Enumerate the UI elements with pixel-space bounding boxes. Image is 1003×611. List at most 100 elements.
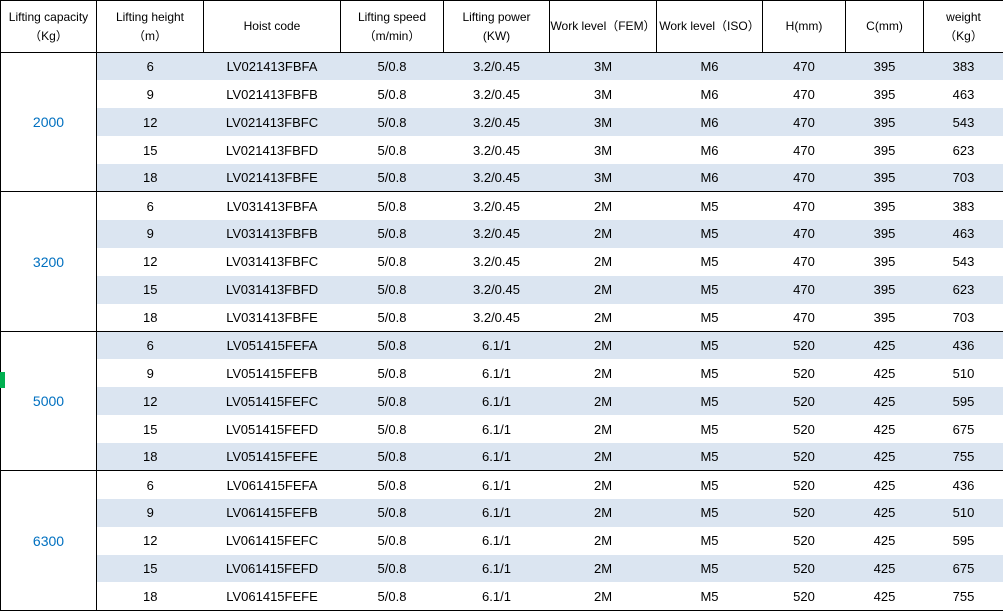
header-cell-line: （Kg）: [29, 28, 68, 43]
table-cell: 383: [923, 191, 1003, 220]
table-cell: 6: [96, 52, 204, 81]
table-cell: 12: [96, 387, 204, 416]
table-cell: 463: [923, 80, 1003, 109]
table-cell: 5/0.8: [340, 80, 444, 109]
table-cell: 520: [762, 415, 846, 443]
table-cell: 543: [923, 247, 1003, 276]
table-cell: 18: [96, 442, 204, 472]
table-cell: M6: [656, 52, 763, 81]
table-cell: 15: [96, 415, 204, 443]
table-cell: 543: [923, 108, 1003, 137]
table-cell: 5/0.8: [340, 359, 444, 388]
header-cell: Lifting height （m）: [96, 0, 204, 53]
table-cell: M5: [656, 191, 763, 220]
table-cell: 5/0.8: [340, 275, 444, 304]
table-cell: 510: [923, 498, 1003, 527]
table-cell: 18: [96, 164, 204, 193]
header-cell: Lifting speed （m/min）: [340, 0, 444, 53]
table-cell: 2M: [549, 415, 657, 443]
table-cell: M5: [656, 359, 763, 388]
table-cell: 2M: [549, 247, 657, 276]
table-cell: M5: [656, 331, 763, 360]
table-cell: 425: [845, 582, 924, 611]
table-cell: LV021413FBFB: [203, 80, 341, 109]
header-cell-line: (KW): [482, 28, 511, 43]
table-cell: LV051415FEFD: [203, 415, 341, 443]
table-row: 15 LV031413FBFD 5/0.8 3.2/0.45 2M M5 470 395 623: [1, 275, 1003, 304]
table-cell: 9: [96, 80, 204, 109]
table-cell: 2M: [549, 191, 657, 220]
header-cell-line: Work level（ISO）: [659, 19, 760, 34]
table-cell: M5: [656, 247, 763, 276]
table-cell: M6: [656, 80, 763, 109]
table-cell: 470: [762, 108, 846, 137]
table-cell: M5: [656, 554, 763, 583]
table-cell: 395: [845, 108, 924, 137]
table-cell: 2M: [549, 275, 657, 304]
table-row: 15 LV061415FEFD 5/0.8 6.1/1 2M M5 520 425 675: [1, 554, 1003, 583]
table-cell: 18: [96, 303, 204, 332]
table-cell: 395: [845, 52, 924, 81]
table-cell: 5/0.8: [340, 415, 444, 443]
table-cell: 5/0.8: [340, 108, 444, 137]
header-cell-line: Lifting capacity: [8, 9, 89, 24]
table-cell: 395: [845, 80, 924, 109]
table-cell: 425: [845, 415, 924, 443]
header-cell-line: Lifting height: [115, 9, 185, 24]
table-cell: 5/0.8: [340, 470, 444, 499]
header-cell: H(mm): [762, 0, 846, 53]
header-cell-line: （Kg）: [944, 28, 983, 43]
table-cell: 5/0.8: [340, 442, 444, 472]
table-row: 18 LV051415FEFE 5/0.8 6.1/1 2M M5 520 425 755: [1, 442, 1003, 472]
table-cell: 520: [762, 582, 846, 611]
table-row: 12 LV031413FBFC 5/0.8 3.2/0.45 2M M5 470 395 543: [1, 247, 1003, 276]
capacity-cell: 5000: [0, 331, 97, 472]
table-cell: M6: [656, 108, 763, 137]
table-cell: 395: [845, 191, 924, 220]
table-body: 2000 6 LV021413FBFA 5/0.8 3.2/0.45 3M M6 470 395…: [0, 52, 1003, 611]
table-cell: M5: [656, 387, 763, 416]
table-cell: 436: [923, 331, 1003, 360]
table-cell: 3.2/0.45: [443, 247, 550, 276]
table-row: 18 LV021413FBFE 5/0.8 3.2/0.45 3M M6 470 395 703: [1, 164, 1003, 193]
table-cell: LV061415FEFE: [203, 582, 341, 611]
table-cell: 520: [762, 442, 846, 472]
table-cell: 6.1/1: [443, 498, 550, 527]
table-cell: 595: [923, 387, 1003, 416]
table-cell: 15: [96, 554, 204, 583]
table-cell: 463: [923, 219, 1003, 248]
table-cell: 5/0.8: [340, 247, 444, 276]
table-cell: 18: [96, 582, 204, 611]
table-cell: 12: [96, 247, 204, 276]
table-cell: 2M: [549, 359, 657, 388]
table-cell: 12: [96, 108, 204, 137]
table-cell: 2M: [549, 470, 657, 499]
table-cell: 5/0.8: [340, 331, 444, 360]
table-cell: 5/0.8: [340, 554, 444, 583]
table-cell: 755: [923, 582, 1003, 611]
table-cell: 9: [96, 498, 204, 527]
table-cell: 6: [96, 331, 204, 360]
header-cell-line: （m）: [133, 28, 167, 43]
table-cell: 3M: [549, 136, 657, 165]
table-cell: 2M: [549, 387, 657, 416]
table-cell: 395: [845, 303, 924, 332]
table-row: 18 LV031413FBFE 5/0.8 3.2/0.45 2M M5 470 395 703: [1, 303, 1003, 332]
table-cell: 3.2/0.45: [443, 219, 550, 248]
table-cell: 395: [845, 136, 924, 165]
table-cell: 675: [923, 415, 1003, 443]
table-cell: 470: [762, 136, 846, 165]
table-cell: 3.2/0.45: [443, 80, 550, 109]
table-header: Lifting capacity （Kg） Lifting height （m） Hoi…: [0, 0, 1003, 53]
table-cell: 520: [762, 498, 846, 527]
table-cell: 383: [923, 52, 1003, 81]
table-row: 18 LV061415FEFE 5/0.8 6.1/1 2M M5 520 425 755: [1, 582, 1003, 611]
table-cell: LV061415FEFD: [203, 554, 341, 583]
table-row: 12 LV021413FBFC 5/0.8 3.2/0.45 3M M6 470 395 543: [1, 108, 1003, 137]
table-cell: 6.1/1: [443, 387, 550, 416]
table-cell: 395: [845, 219, 924, 248]
table-row: 15 LV021413FBFD 5/0.8 3.2/0.45 3M M6 470 395 623: [1, 136, 1003, 165]
table-cell: 3.2/0.45: [443, 164, 550, 193]
table-cell: LV051415FEFA: [203, 331, 341, 360]
